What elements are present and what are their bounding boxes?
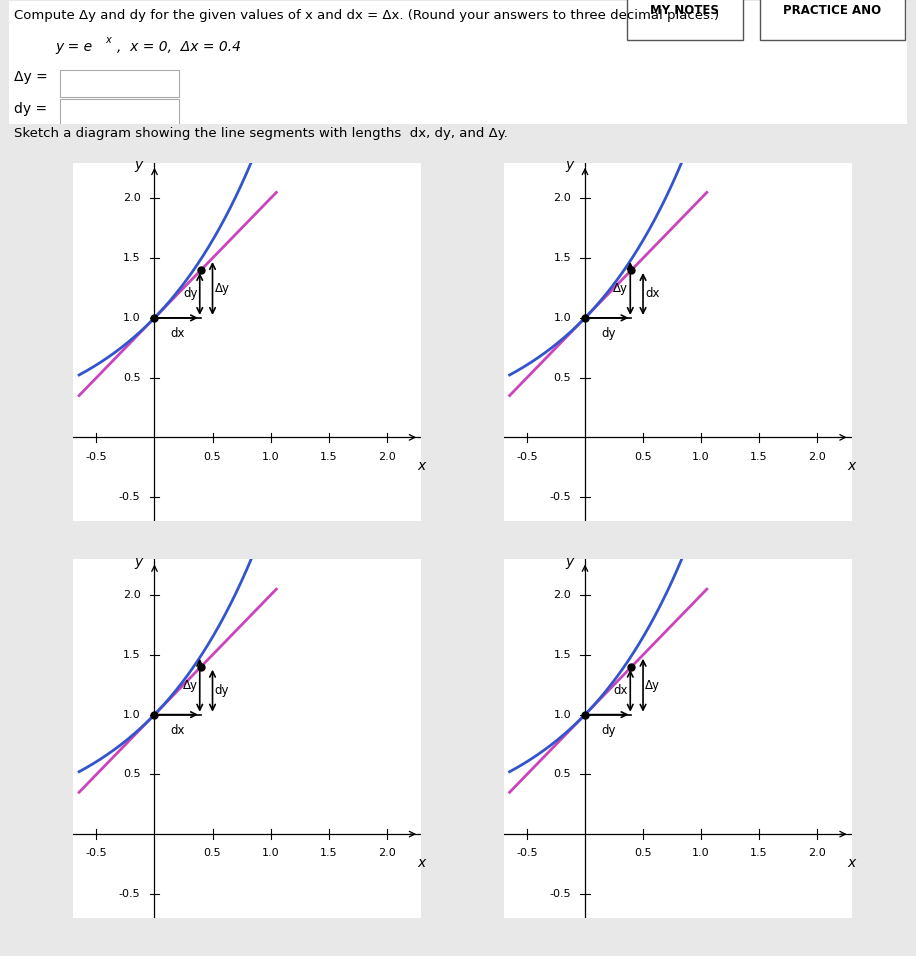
Text: 0.5: 0.5	[203, 452, 222, 462]
Text: y: y	[565, 158, 573, 172]
Text: dy: dy	[215, 684, 229, 697]
Text: 2.0: 2.0	[553, 193, 571, 204]
Text: 1.5: 1.5	[123, 253, 140, 263]
Text: dy: dy	[601, 725, 616, 737]
Text: 1.5: 1.5	[123, 650, 140, 660]
Text: 2.0: 2.0	[377, 849, 396, 858]
Text: 1.0: 1.0	[553, 313, 571, 323]
Text: 1.5: 1.5	[320, 452, 337, 462]
Text: 2.0: 2.0	[123, 193, 140, 204]
Text: dx: dx	[170, 725, 185, 737]
Text: |: |	[769, 4, 774, 16]
Text: x: x	[847, 856, 856, 870]
Text: -0.5: -0.5	[86, 452, 107, 462]
Text: x: x	[417, 459, 426, 473]
Text: 1.0: 1.0	[692, 452, 710, 462]
Text: -0.5: -0.5	[86, 849, 107, 858]
Text: Δy: Δy	[215, 282, 230, 295]
Text: Δy: Δy	[646, 679, 660, 692]
Text: -0.5: -0.5	[550, 889, 571, 899]
Text: x: x	[105, 34, 111, 45]
FancyBboxPatch shape	[60, 70, 179, 97]
Text: 0.5: 0.5	[553, 373, 571, 382]
Text: Δy: Δy	[182, 679, 198, 692]
Text: Δy: Δy	[613, 282, 628, 295]
Text: 0.5: 0.5	[123, 373, 140, 382]
Text: 1.0: 1.0	[553, 709, 571, 720]
Text: -0.5: -0.5	[517, 452, 538, 462]
Text: 1.5: 1.5	[320, 849, 337, 858]
Text: MY NOTES: MY NOTES	[650, 4, 719, 16]
Text: y: y	[135, 158, 143, 172]
Text: -0.5: -0.5	[119, 889, 140, 899]
Text: 1.0: 1.0	[692, 849, 710, 858]
Text: Compute Δy and dy for the given values of x and dx = Δx. (Round your answers to : Compute Δy and dy for the given values o…	[14, 9, 719, 22]
Text: Sketch a diagram showing the line segments with lengths  dx, dy, and Δy.: Sketch a diagram showing the line segmen…	[14, 127, 507, 141]
Text: 0.5: 0.5	[634, 452, 652, 462]
Text: 0.5: 0.5	[553, 770, 571, 779]
Text: x: x	[417, 856, 426, 870]
Text: y: y	[565, 554, 573, 569]
Text: dx: dx	[170, 328, 185, 340]
Text: 2.0: 2.0	[377, 452, 396, 462]
FancyBboxPatch shape	[9, 1, 907, 124]
Text: PRACTICE ANO: PRACTICE ANO	[783, 4, 881, 16]
Text: dy: dy	[601, 328, 616, 340]
Text: x: x	[847, 459, 856, 473]
Text: 0.5: 0.5	[634, 849, 652, 858]
Text: 1.0: 1.0	[123, 313, 140, 323]
Text: -0.5: -0.5	[550, 492, 571, 502]
Text: 2.0: 2.0	[808, 849, 826, 858]
Text: 1.0: 1.0	[123, 709, 140, 720]
Text: dx: dx	[614, 684, 628, 697]
Text: 1.0: 1.0	[262, 849, 279, 858]
Text: 0.5: 0.5	[123, 770, 140, 779]
Text: -0.5: -0.5	[119, 492, 140, 502]
Text: ,  x = 0,  Δx = 0.4: , x = 0, Δx = 0.4	[117, 40, 241, 54]
Text: 2.0: 2.0	[808, 452, 826, 462]
Text: 1.5: 1.5	[553, 253, 571, 263]
Text: y = e: y = e	[55, 40, 93, 54]
Text: 2.0: 2.0	[123, 590, 140, 600]
Text: 1.5: 1.5	[553, 650, 571, 660]
Text: y: y	[135, 554, 143, 569]
Text: Δy =: Δy =	[14, 70, 48, 83]
Text: dx: dx	[646, 288, 660, 300]
FancyBboxPatch shape	[60, 99, 179, 127]
Text: dy: dy	[183, 288, 198, 300]
Text: 1.0: 1.0	[262, 452, 279, 462]
Text: 2.0: 2.0	[553, 590, 571, 600]
Text: 0.5: 0.5	[203, 849, 222, 858]
Text: -0.5: -0.5	[517, 849, 538, 858]
Text: 1.5: 1.5	[750, 849, 768, 858]
Text: dy =: dy =	[14, 102, 47, 116]
Text: 1.5: 1.5	[750, 452, 768, 462]
